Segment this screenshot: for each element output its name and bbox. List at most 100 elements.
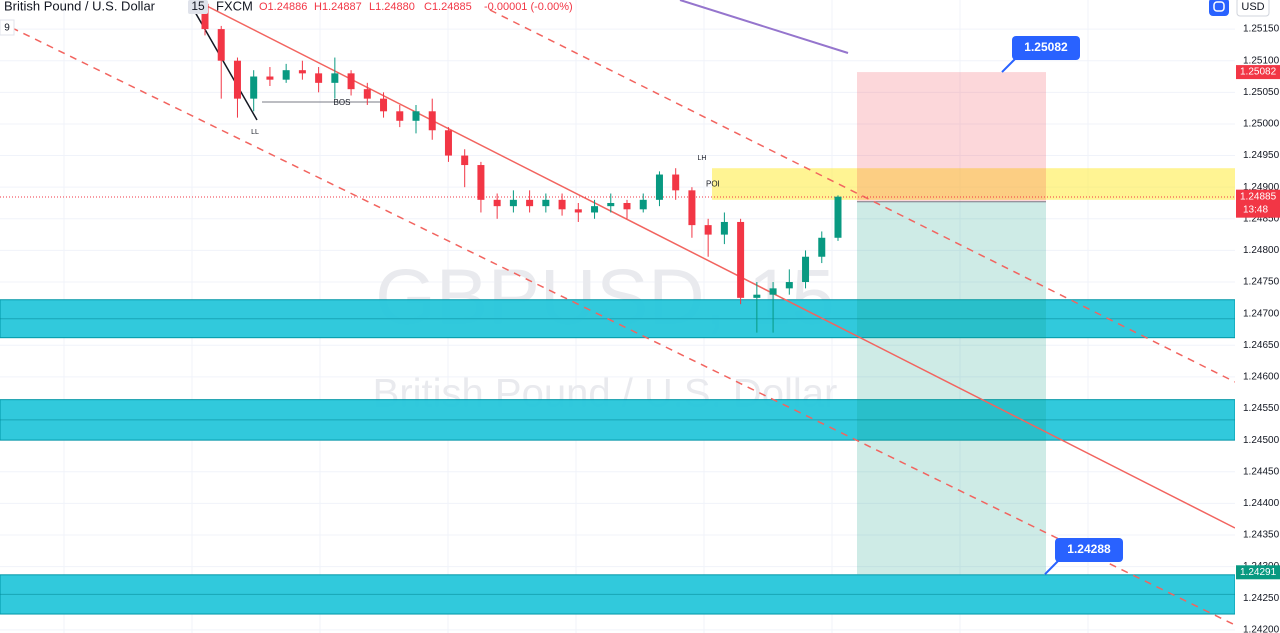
symbol-title: British Pound / U.S. Dollar xyxy=(4,0,156,13)
indicator-badge[interactable] xyxy=(0,19,15,36)
auto-scale-icon[interactable] xyxy=(1213,1,1225,12)
channel-upper xyxy=(489,9,1236,383)
y-tick-label: 1.24800 xyxy=(1243,245,1280,256)
channel-lower xyxy=(0,21,1236,626)
y-tick-label: 1.24500 xyxy=(1243,435,1280,446)
candle-body xyxy=(493,199,501,207)
candle-body xyxy=(720,221,728,235)
y-tick-label: 1.24850 xyxy=(1243,213,1280,224)
structure-label: LH xyxy=(698,155,707,162)
candle-body xyxy=(802,256,810,283)
trendline xyxy=(194,0,1236,529)
candle-body xyxy=(834,196,842,238)
candle-body xyxy=(639,199,647,210)
candle-body xyxy=(380,98,388,112)
candle-body xyxy=(769,288,777,295)
currency[interactable]: USD xyxy=(1241,1,1264,13)
price-axis xyxy=(1235,0,1280,633)
indicator-count[interactable]: 9 xyxy=(4,23,10,34)
candle-body xyxy=(509,199,517,207)
price-label-text: 1.24291 xyxy=(1240,567,1277,578)
candle-body xyxy=(818,237,826,257)
y-tick-label: 1.24700 xyxy=(1243,308,1280,319)
exchange: FXCM xyxy=(216,0,253,13)
candle-body xyxy=(737,221,745,298)
candle-body xyxy=(315,73,323,83)
candle-body xyxy=(753,294,761,298)
candle-body xyxy=(461,155,469,166)
callout-pointer xyxy=(1001,57,1017,73)
candle-body xyxy=(233,60,241,99)
y-tick-label: 1.24650 xyxy=(1243,340,1280,351)
y-tick-label: 1.24900 xyxy=(1243,182,1280,193)
y-tick-label: 1.25100 xyxy=(1243,55,1280,66)
y-tick-label: 1.24450 xyxy=(1243,466,1280,477)
callout-label: 1.24288 xyxy=(1067,542,1111,556)
y-tick-label: 1.24550 xyxy=(1243,403,1280,414)
candle-body xyxy=(363,89,371,99)
callout xyxy=(1055,538,1123,562)
currency-button[interactable] xyxy=(1236,0,1270,17)
candle-body xyxy=(250,76,258,99)
interval-badge[interactable] xyxy=(188,0,208,14)
ohlc-open: O1.24886 xyxy=(259,1,307,13)
ohlc-high: H1.24887 xyxy=(314,1,362,13)
candle-body xyxy=(347,73,355,90)
candle-body xyxy=(298,70,306,74)
candle-body xyxy=(526,199,534,207)
y-tick-label: 1.24250 xyxy=(1243,593,1280,604)
stop-zone xyxy=(857,72,1046,202)
last-price-label xyxy=(1236,189,1280,218)
candle-body xyxy=(623,202,631,210)
candle-body xyxy=(542,199,550,207)
structure-label: LL xyxy=(251,129,259,136)
callout-pointer xyxy=(1044,559,1060,575)
price-label-text: 1.25082 xyxy=(1240,67,1277,78)
moving-average xyxy=(679,0,849,54)
y-tick-label: 1.25150 xyxy=(1243,24,1280,35)
countdown: 13:48 xyxy=(1243,204,1268,215)
y-tick-label: 1.24200 xyxy=(1243,624,1280,633)
y-tick-label: 1.24600 xyxy=(1243,372,1280,383)
candle-body xyxy=(591,206,599,213)
structure-label: BOS xyxy=(334,98,351,107)
target-zone xyxy=(857,201,1046,575)
callout-label: 1.25082 xyxy=(1024,40,1068,54)
ohlc-low: L1.24880 xyxy=(369,1,415,13)
candle-body xyxy=(704,225,712,235)
candle-body xyxy=(396,111,404,121)
candle-body xyxy=(607,202,615,207)
price-label xyxy=(1236,65,1280,80)
candle-body xyxy=(558,199,566,210)
candle-body xyxy=(785,282,793,289)
candle-body xyxy=(574,209,582,213)
price-label xyxy=(1236,565,1280,580)
callout xyxy=(1012,36,1080,60)
candle-body xyxy=(331,73,339,83)
y-tick-label: 1.24350 xyxy=(1243,530,1280,541)
last-price-text: 1.24885 xyxy=(1240,191,1277,202)
y-tick-label: 1.25050 xyxy=(1243,87,1280,98)
y-tick-label: 1.25000 xyxy=(1243,119,1280,130)
poi-zone xyxy=(712,168,1235,200)
change: -0.00001 (-0.00%) xyxy=(484,1,573,13)
candle-body xyxy=(266,76,274,80)
y-tick-label: 1.24950 xyxy=(1243,150,1280,161)
candle-body xyxy=(688,190,696,226)
candle-body xyxy=(201,3,209,30)
candle-body xyxy=(655,174,663,200)
candle-body xyxy=(412,111,420,121)
candle-body xyxy=(477,165,485,200)
candle-body xyxy=(444,130,452,156)
interval[interactable]: 15 xyxy=(191,0,205,13)
candle-body xyxy=(428,111,436,131)
y-tick-label: 1.24400 xyxy=(1243,498,1280,509)
candle-body xyxy=(672,174,680,191)
ohlc-close: C1.24885 xyxy=(424,1,472,13)
candle-body xyxy=(282,70,290,80)
poi-label: POI xyxy=(706,179,720,188)
drawings xyxy=(0,0,1236,626)
y-tick-label: 1.24750 xyxy=(1243,277,1280,288)
candle-body xyxy=(217,29,225,61)
